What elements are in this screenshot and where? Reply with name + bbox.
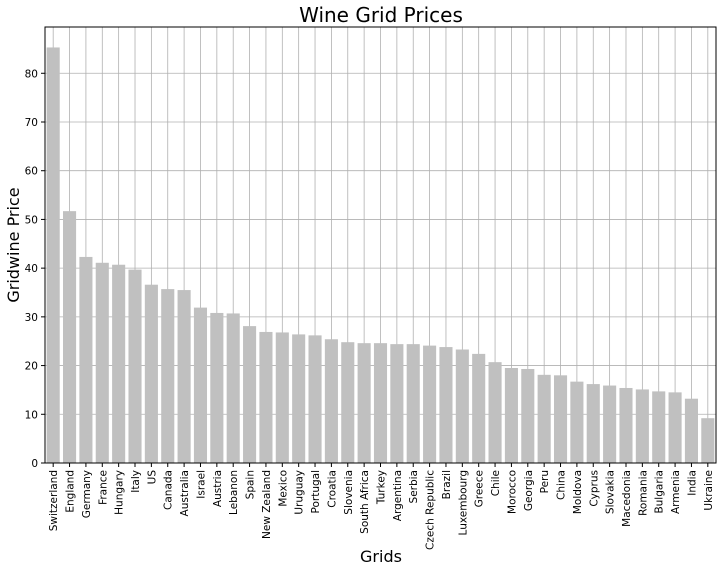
bar xyxy=(193,307,208,463)
y-tick-label: 80 xyxy=(25,68,38,80)
bar xyxy=(226,313,240,463)
bar xyxy=(684,398,698,463)
bar xyxy=(423,345,437,463)
bar xyxy=(406,344,420,463)
x-tick-label: Italy xyxy=(130,470,142,493)
x-tick-label: Israel xyxy=(195,470,207,499)
x-tick-label: Mexico xyxy=(277,470,289,507)
x-tick-label: Morocco xyxy=(506,470,518,514)
bar xyxy=(553,375,568,463)
bar xyxy=(504,368,518,463)
x-tick-label: Switzerland xyxy=(48,470,60,531)
x-tick-label: Spain xyxy=(245,470,257,499)
bar xyxy=(570,381,584,463)
x-tick-label: Germany xyxy=(81,470,93,518)
x-tick-label: Serbia xyxy=(408,470,420,503)
y-tick-label: 70 xyxy=(25,117,38,129)
bar xyxy=(619,387,633,463)
bar xyxy=(95,262,109,463)
x-tick-label: England xyxy=(65,470,77,513)
x-tick-label: Romania xyxy=(637,470,649,516)
bar xyxy=(177,290,191,463)
bar xyxy=(292,334,306,463)
bar xyxy=(308,335,322,463)
x-tick-label: Bulgaria xyxy=(654,470,666,514)
x-tick-label: New Zealand xyxy=(261,470,273,539)
bar xyxy=(537,374,551,463)
bar xyxy=(63,211,77,463)
x-tick-label: Canada xyxy=(163,470,175,510)
x-tick-label: US xyxy=(146,470,158,485)
bar xyxy=(586,384,600,463)
x-tick-label: Austria xyxy=(212,470,224,507)
x-tick-label: Argentina xyxy=(392,470,404,521)
y-tick-label: 60 xyxy=(25,166,38,178)
x-tick-label: Ukraine xyxy=(703,470,715,511)
chart-title: Wine Grid Prices xyxy=(299,3,463,27)
bar xyxy=(259,331,273,463)
bar xyxy=(161,289,175,463)
bar xyxy=(439,347,453,463)
bar xyxy=(521,368,535,463)
bar xyxy=(324,339,338,463)
x-axis-label: Grids xyxy=(360,547,402,566)
x-tick-label: Czech Republic xyxy=(425,470,437,550)
bar xyxy=(701,418,715,463)
x-tick-label: Cyprus xyxy=(588,470,600,507)
x-tick-label: Australia xyxy=(179,470,191,516)
bar xyxy=(603,385,617,463)
x-tick-label: Armenia xyxy=(670,470,682,514)
x-tick-label: Uruguay xyxy=(294,470,306,515)
y-tick-label: 10 xyxy=(25,409,38,421)
bar xyxy=(472,353,486,463)
x-tick-label: Macedonia xyxy=(621,470,633,527)
bar xyxy=(79,256,93,463)
x-tick-label: Luxembourg xyxy=(457,470,469,535)
y-tick-label: 0 xyxy=(31,458,38,470)
bar xyxy=(112,264,126,463)
x-axis-ticks: Switzerland England Germany France Hungary It… xyxy=(48,463,715,550)
bar xyxy=(652,391,666,463)
y-tick-label: 20 xyxy=(25,361,38,373)
x-tick-label: Slovenia xyxy=(343,470,355,515)
x-tick-label: Lebanon xyxy=(228,470,240,515)
x-tick-label: Greece xyxy=(474,470,486,507)
bar xyxy=(210,312,224,463)
x-tick-label: France xyxy=(97,470,109,505)
x-tick-label: Georgia xyxy=(523,470,535,511)
bar xyxy=(635,389,649,463)
bar xyxy=(390,344,404,463)
bar xyxy=(128,269,142,463)
bar xyxy=(455,349,469,463)
y-tick-label: 30 xyxy=(25,312,38,324)
bar xyxy=(341,342,355,463)
bar xyxy=(357,343,371,463)
x-tick-label: Moldova xyxy=(572,470,584,514)
x-tick-label: Peru xyxy=(539,470,551,493)
bar xyxy=(668,392,682,463)
bar xyxy=(46,47,60,464)
y-tick-label: 50 xyxy=(25,214,38,226)
bar xyxy=(373,343,388,463)
bar xyxy=(243,326,257,463)
x-tick-label: Portugal xyxy=(310,470,322,514)
x-tick-label: Hungary xyxy=(114,470,126,515)
x-tick-label: Brazil xyxy=(441,470,453,499)
bar xyxy=(488,362,502,463)
bar xyxy=(144,284,158,463)
x-tick-label: Chile xyxy=(490,470,502,496)
bar xyxy=(275,332,289,463)
x-tick-label: South Africa xyxy=(359,470,371,534)
y-axis-ticks: 0 10 20 30 40 50 60 70 80 xyxy=(25,68,45,470)
x-tick-label: India xyxy=(686,470,698,496)
x-tick-label: Slovakia xyxy=(605,470,617,514)
x-tick-label: Croatia xyxy=(326,470,338,508)
x-tick-label: Turkey xyxy=(376,470,388,505)
x-tick-label: China xyxy=(556,470,568,500)
bars xyxy=(46,47,715,464)
y-tick-label: 40 xyxy=(25,263,38,275)
y-axis-label: Gridwine Price xyxy=(4,187,23,302)
